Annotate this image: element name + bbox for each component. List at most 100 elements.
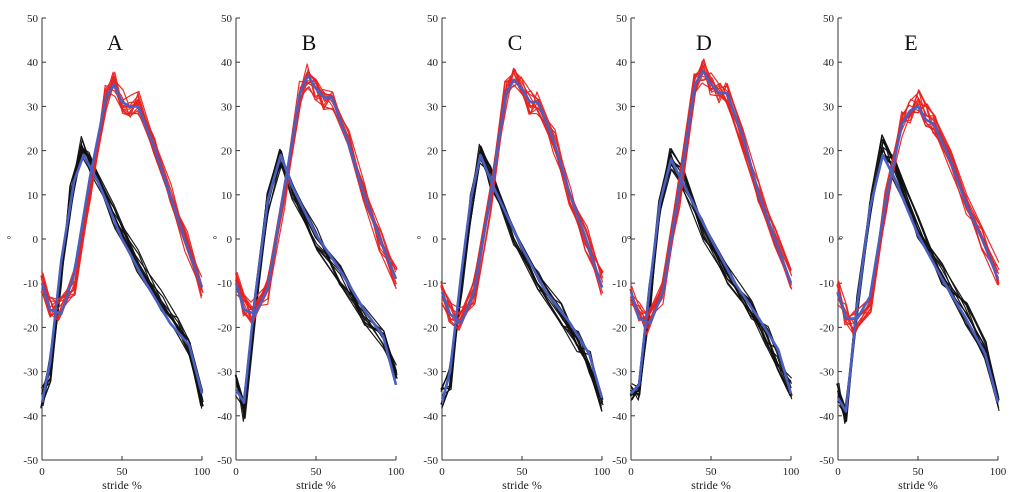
trial-curve-black	[41, 149, 203, 394]
trial-curve-red	[441, 84, 604, 320]
trial-curve-black	[838, 154, 1000, 424]
panel-title: D	[696, 30, 712, 55]
mean-curve-blue	[629, 69, 793, 325]
mean-curve-blue	[40, 153, 204, 403]
chart-panel-a: -50 -40 -30 -20 -10 0 10 20 30 40 50 0 50 100 stride %…	[7, 13, 211, 492]
trial-curve-red	[630, 77, 791, 320]
y-tick-label: -30	[23, 367, 38, 379]
y-tick-label: 50	[27, 13, 39, 25]
mean-curve-blue	[234, 74, 398, 316]
y-tick-label: -40	[423, 411, 438, 423]
mean-curve-blue	[836, 153, 1000, 413]
trial-curve-red	[631, 73, 792, 335]
trial-curve-black	[235, 155, 398, 410]
trial-curve-black	[440, 145, 602, 409]
y-tick-label: 30	[616, 101, 628, 113]
trial-curve-red	[41, 83, 203, 312]
trial-curve-red	[630, 58, 792, 320]
trial-curve-red	[236, 86, 396, 326]
trial-curve-red	[441, 68, 602, 321]
trial-curve-red	[631, 69, 792, 317]
panel-title: C	[508, 30, 523, 55]
trial-curve-black	[440, 151, 604, 406]
y-tick-label: -30	[217, 367, 232, 379]
y-tick-label: 0	[227, 234, 233, 246]
mean-curve-blue	[836, 105, 1000, 320]
y-axis-label: °	[627, 234, 631, 246]
y-tick-label: 10	[221, 190, 233, 202]
y-tick-label: 40	[221, 57, 233, 69]
trial-curve-red	[440, 69, 604, 309]
trial-curve-red	[440, 72, 604, 328]
trial-curve-black	[441, 155, 603, 408]
trial-curve-red	[630, 64, 792, 330]
y-tick-label: 10	[427, 190, 439, 202]
trial-curve-red	[441, 67, 603, 330]
trial-curve-black	[42, 139, 203, 407]
trial-curve-red	[629, 68, 793, 329]
trial-curve-black	[631, 168, 792, 397]
x-tick-label: 50	[117, 466, 129, 478]
y-tick-label: -50	[819, 455, 834, 467]
mean-curve-blue	[630, 158, 793, 395]
y-axis-label: °	[839, 234, 843, 246]
trial-curve-red	[440, 79, 602, 323]
panel-title: A	[107, 30, 123, 55]
x-axis-label: stride %	[898, 478, 938, 492]
y-tick-label: -50	[217, 455, 232, 467]
y-tick-label: 30	[427, 101, 439, 113]
trial-curve-black	[629, 157, 791, 398]
trial-curve-black	[40, 144, 203, 404]
trial-curve-black	[41, 149, 203, 400]
y-tick-label: 40	[616, 57, 628, 69]
y-tick-label: 50	[427, 13, 439, 25]
y-tick-label: 40	[427, 57, 439, 69]
trial-curve-red	[235, 82, 398, 322]
trial-curve-black	[235, 162, 398, 404]
trial-curve-black	[236, 150, 398, 419]
trial-curve-black	[631, 147, 793, 393]
trial-curve-black	[631, 168, 793, 401]
mean-curve-blue	[40, 83, 204, 316]
y-tick-label: -50	[612, 455, 627, 467]
panel-title: B	[302, 30, 317, 55]
trial-curve-black	[41, 143, 204, 406]
y-tick-label: 40	[27, 57, 39, 69]
y-axis-label: °	[213, 234, 217, 246]
y-tick-label: -40	[217, 411, 232, 423]
y-tick-label: 20	[27, 146, 39, 158]
y-axis-label: °	[7, 234, 11, 246]
trial-curve-black	[629, 150, 792, 397]
y-tick-label: -20	[612, 322, 627, 334]
x-tick-label: 50	[517, 466, 529, 478]
y-tick-label: -10	[23, 278, 38, 290]
x-tick-label: 100	[783, 466, 800, 478]
trial-curve-red	[42, 84, 203, 318]
x-tick-label: 50	[706, 466, 718, 478]
mean-curve-blue	[440, 78, 604, 325]
trial-curve-red	[440, 78, 604, 330]
mean-curve-blue	[234, 153, 398, 404]
trial-curve-black	[838, 139, 999, 423]
trial-curve-black	[236, 151, 397, 422]
trial-curve-black	[629, 152, 793, 400]
trial-curve-black	[631, 163, 792, 394]
trial-curve-black	[837, 149, 1000, 417]
trial-curve-red	[42, 87, 202, 300]
y-tick-label: -10	[819, 278, 834, 290]
y-tick-label: 20	[616, 146, 628, 158]
trial-curve-red	[442, 76, 603, 321]
trial-curve-red	[41, 80, 202, 322]
trial-curve-black	[440, 149, 603, 398]
trial-curve-red	[40, 90, 203, 320]
y-tick-label: -10	[612, 278, 627, 290]
trial-curve-black	[42, 150, 203, 409]
trial-curve-black	[236, 149, 397, 419]
trial-curve-red	[631, 64, 792, 317]
trial-curve-black	[838, 155, 999, 415]
y-tick-label: -20	[819, 322, 834, 334]
y-tick-label: 30	[823, 101, 835, 113]
trial-curve-black	[40, 147, 202, 408]
x-tick-label: 50	[913, 466, 925, 478]
